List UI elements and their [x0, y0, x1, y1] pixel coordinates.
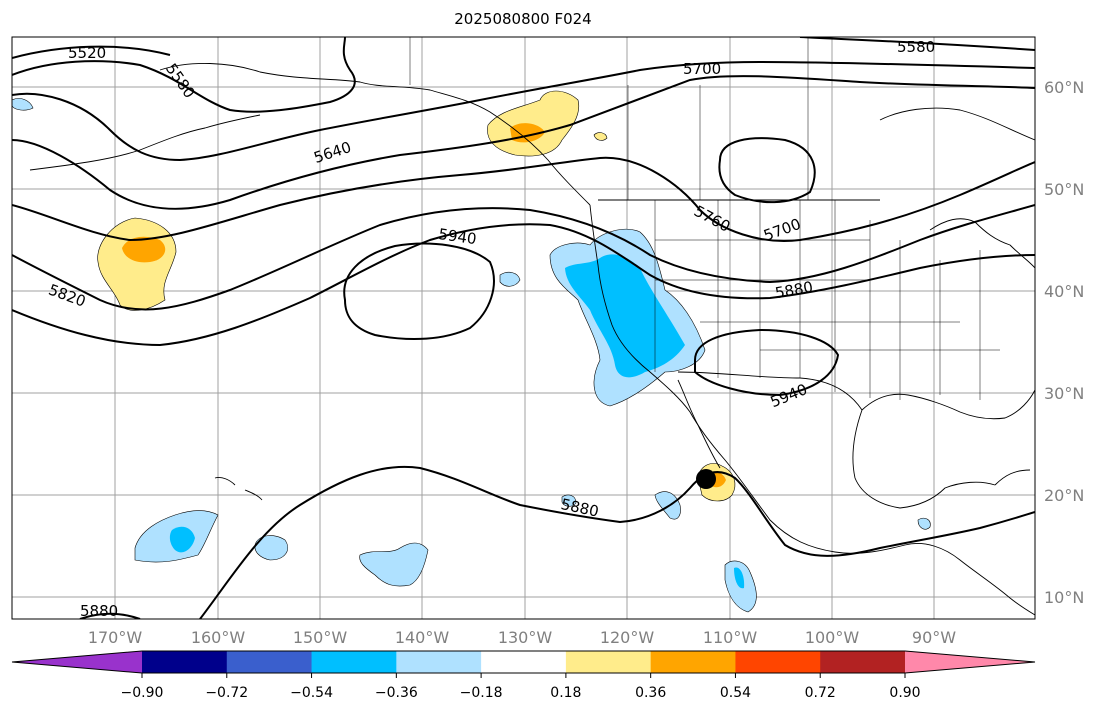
contour-label-5520: 5520	[68, 44, 106, 62]
colorbar-tick-label-6: 0.36	[635, 685, 666, 701]
map-area: 5520 5580 5580 5640 5700 5700 5760 5820 …	[12, 37, 1035, 620]
colorbar-bin-9	[820, 651, 906, 673]
lon-label-150w: 150°W	[293, 628, 348, 647]
lon-label-120w: 120°W	[600, 628, 655, 647]
hudson-bay-coast	[879, 107, 1035, 141]
negative-anomaly-small-8	[12, 98, 34, 111]
contour-5640	[12, 60, 1035, 162]
contour-5520	[12, 45, 171, 59]
negative-anomaly-small-4	[654, 491, 681, 520]
lon-label-160w: 160°W	[191, 628, 246, 647]
lon-label-110w: 110°W	[703, 628, 758, 647]
negative-anomaly-small-6	[561, 494, 577, 507]
colorbar-bin-2	[226, 651, 313, 673]
colorbar-tick-label-9: 0.90	[889, 685, 920, 701]
colorbar: −0.90 −0.72 −0.54 −0.36 −0.18 0.18 0.36 0.54 0.7…	[11, 650, 1036, 701]
contour-label-5880-bottom: 5880	[80, 602, 118, 620]
colorbar-bin-4	[396, 651, 482, 673]
contour-5580-west	[12, 37, 356, 113]
hawaii-islands	[214, 477, 263, 501]
colorbar-tick-label-0: −0.90	[121, 685, 164, 701]
lat-label-20n: 20°N	[1044, 486, 1084, 505]
us-mexico-border	[677, 371, 863, 411]
contour-5880-north	[12, 223, 1035, 347]
yucatan-coast	[994, 469, 1031, 486]
colorbar-tick-label-8: 0.72	[805, 685, 836, 701]
contour-5580-east	[799, 37, 1035, 51]
positive-anomaly-pacific-core	[122, 236, 166, 263]
negative-anomaly-small-7	[917, 517, 931, 530]
colorbar-tick-label-4: −0.18	[460, 685, 503, 701]
height-contours	[12, 37, 1035, 619]
great-lakes	[929, 218, 1035, 269]
lon-label-90w: 90°W	[912, 628, 956, 647]
contour-5700-loop	[718, 137, 816, 204]
colorbar-bin-8	[735, 651, 821, 673]
colorbar-tick-label-1: −0.72	[205, 685, 248, 701]
map-frame	[11, 36, 1036, 620]
colorbar-tick-label-3: −0.36	[375, 685, 418, 701]
contour-label-5580-east: 5580	[897, 38, 935, 56]
gulf-coast	[861, 389, 1035, 420]
latitude-axis: 60°N 50°N 40°N 30°N 20°N 10°N	[1044, 78, 1084, 607]
lat-label-10n: 10°N	[1044, 588, 1084, 607]
lon-label-140w: 140°W	[395, 628, 450, 647]
contour-label-5700-main: 5700	[683, 60, 721, 78]
lon-label-170w: 170°W	[88, 628, 143, 647]
negative-anomaly-small-5	[499, 271, 521, 287]
colorbar-tick-label-7: 0.54	[720, 685, 751, 701]
map-title: 2025080800 F024	[454, 10, 592, 28]
contour-5940-mexico	[694, 328, 840, 397]
colorbar-tick-label-2: −0.54	[290, 685, 333, 701]
lon-label-100w: 100°W	[805, 628, 860, 647]
contour-label-5940-pacific: 5940	[437, 225, 477, 248]
colorbar-tick-label-5: 0.18	[550, 685, 581, 701]
lon-label-130w: 130°W	[498, 628, 553, 647]
colorbar-bin-7	[650, 651, 736, 673]
negative-anomaly-small-1	[254, 535, 289, 561]
north-america-west-coast	[589, 204, 1035, 616]
contour-5700-main	[12, 75, 1035, 210]
lat-label-40n: 40°N	[1044, 282, 1084, 301]
negative-anomaly-hawaii-core	[169, 526, 195, 553]
colorbar-extend-min	[12, 651, 142, 673]
colorbar-bin-1	[142, 651, 228, 673]
colorbar-bin-5	[481, 651, 567, 673]
contour-5760	[12, 156, 1035, 242]
alaska-coast	[159, 62, 591, 206]
colorbar-extend-max	[905, 651, 1035, 673]
contour-5820	[12, 204, 1035, 311]
aleutian-coast	[29, 114, 261, 171]
lat-label-50n: 50°N	[1044, 180, 1084, 199]
positive-anomaly-small	[593, 132, 608, 141]
negative-anomaly-small-2	[359, 542, 429, 587]
mexico-gulf-coast	[852, 409, 996, 509]
coastlines	[29, 62, 1035, 616]
colorbar-bin-3	[311, 651, 397, 673]
lat-label-30n: 30°N	[1044, 384, 1084, 403]
political-borders	[409, 37, 1000, 400]
colorbar-bin-6	[565, 651, 652, 673]
negative-anomaly-small-3-core	[734, 567, 745, 589]
longitude-axis: 170°W 160°W 150°W 140°W 130°W 120°W 110°…	[88, 628, 956, 647]
baja-coast	[677, 379, 721, 469]
contour-5940-pacific	[343, 242, 495, 341]
contour-5880-south	[199, 465, 1035, 619]
lat-label-60n: 60°N	[1044, 78, 1084, 97]
contour-5880-bottom	[79, 612, 141, 619]
storm-center-marker	[696, 469, 716, 489]
